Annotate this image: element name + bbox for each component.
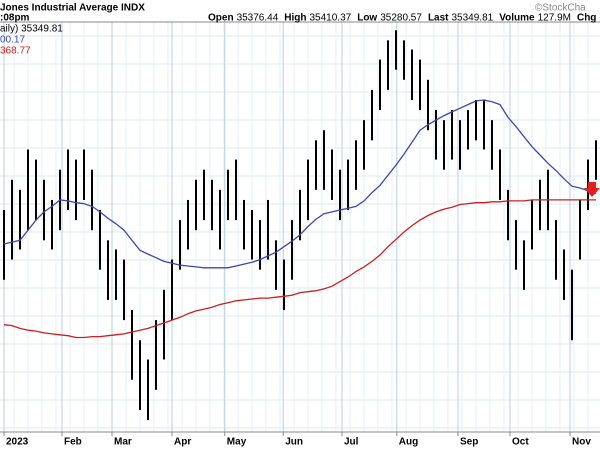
legend-entry: 00.17 xyxy=(0,35,25,46)
quote-value: 127.9M xyxy=(538,13,571,24)
chart-title: Jones Industrial Average INDX xyxy=(0,3,145,14)
signal-arrow xyxy=(584,182,600,197)
x-tick-label: Sep xyxy=(460,437,478,448)
moving-average-line xyxy=(3,199,596,339)
quote-value: 35280.57 xyxy=(380,13,422,24)
x-tick-label: Apr xyxy=(174,437,191,448)
plot xyxy=(3,22,597,432)
x-tick-label: Jun xyxy=(285,437,303,448)
quote-label: Last xyxy=(428,13,449,24)
quote-label: Volume xyxy=(499,13,535,24)
quote-value: 35349.81 xyxy=(452,13,494,24)
quote-value: 35376.44 xyxy=(237,13,279,24)
credit: ©StockCha xyxy=(535,3,586,14)
legend-entry: aily) 35349.81 xyxy=(0,24,63,35)
x-tick-label: May xyxy=(227,437,247,448)
quote-label: Open xyxy=(208,13,234,24)
x-tick-label: 2023 xyxy=(6,437,29,448)
quote-value: 35410.37 xyxy=(310,13,352,24)
x-tick-label: Mar xyxy=(114,437,132,448)
x-tick-label: Jul xyxy=(344,437,359,448)
moving-average-line xyxy=(3,99,597,269)
x-tick-label: Aug xyxy=(399,437,418,448)
timestamp: :08pm xyxy=(0,13,30,24)
legend-entry: 368.77 xyxy=(0,46,31,57)
quote-label: Low xyxy=(357,13,377,24)
x-tick-label: Feb xyxy=(64,437,82,448)
quote-label: Chg xyxy=(577,13,596,24)
x-tick-label: Nov xyxy=(572,437,591,448)
x-tick-label: Oct xyxy=(512,437,529,448)
quote-label: High xyxy=(284,13,306,24)
